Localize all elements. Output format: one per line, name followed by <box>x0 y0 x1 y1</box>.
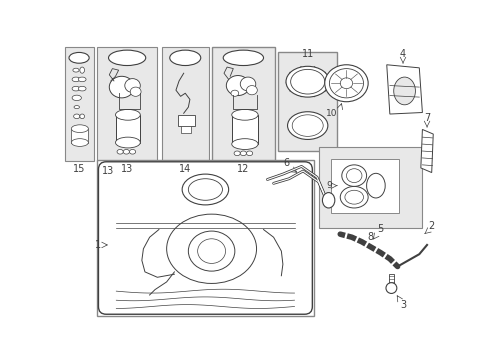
Ellipse shape <box>170 50 201 66</box>
Ellipse shape <box>325 65 368 102</box>
Ellipse shape <box>182 174 229 205</box>
Ellipse shape <box>386 283 397 293</box>
Text: 11: 11 <box>301 49 314 59</box>
Text: 3: 3 <box>401 300 407 310</box>
Text: 15: 15 <box>73 164 85 174</box>
Ellipse shape <box>72 125 88 132</box>
Bar <box>331 159 399 213</box>
Text: 13: 13 <box>101 166 114 176</box>
Bar <box>212 47 275 161</box>
Ellipse shape <box>108 50 146 66</box>
Ellipse shape <box>234 151 240 156</box>
Text: 5: 5 <box>377 224 384 234</box>
Ellipse shape <box>73 68 79 72</box>
Text: 9: 9 <box>327 181 333 190</box>
Bar <box>65 47 94 161</box>
Text: 1: 1 <box>96 240 101 250</box>
Ellipse shape <box>240 77 256 91</box>
Ellipse shape <box>72 86 80 91</box>
Ellipse shape <box>80 114 84 119</box>
Ellipse shape <box>367 173 385 198</box>
Bar <box>278 53 337 151</box>
Ellipse shape <box>231 90 239 96</box>
Ellipse shape <box>125 78 140 93</box>
Ellipse shape <box>232 109 258 120</box>
Text: 10: 10 <box>326 109 337 118</box>
Ellipse shape <box>226 76 249 95</box>
Ellipse shape <box>329 69 364 98</box>
Ellipse shape <box>74 114 80 119</box>
Text: 6: 6 <box>284 158 290 168</box>
Ellipse shape <box>188 179 222 200</box>
Ellipse shape <box>346 169 362 183</box>
Ellipse shape <box>292 115 323 136</box>
Ellipse shape <box>286 66 329 97</box>
Ellipse shape <box>223 50 264 66</box>
Ellipse shape <box>188 231 235 271</box>
Polygon shape <box>387 65 422 114</box>
Ellipse shape <box>78 86 86 91</box>
Ellipse shape <box>291 69 325 94</box>
Ellipse shape <box>167 214 257 283</box>
Ellipse shape <box>109 76 134 98</box>
Bar <box>177 115 195 126</box>
Ellipse shape <box>240 151 246 156</box>
FancyBboxPatch shape <box>98 162 312 314</box>
Bar <box>318 147 422 228</box>
Ellipse shape <box>342 165 367 186</box>
Ellipse shape <box>232 139 258 149</box>
Ellipse shape <box>69 53 89 63</box>
Ellipse shape <box>74 105 79 109</box>
Ellipse shape <box>116 109 140 120</box>
Ellipse shape <box>246 151 253 156</box>
Ellipse shape <box>288 112 328 139</box>
Ellipse shape <box>123 149 129 154</box>
Ellipse shape <box>78 77 86 82</box>
Ellipse shape <box>340 78 353 89</box>
Bar <box>181 126 192 133</box>
Text: 2: 2 <box>429 221 435 231</box>
Ellipse shape <box>117 149 123 154</box>
Text: 4: 4 <box>400 49 406 59</box>
Ellipse shape <box>394 77 416 105</box>
Ellipse shape <box>72 95 81 100</box>
Text: 12: 12 <box>237 164 249 174</box>
Ellipse shape <box>246 86 257 95</box>
Bar <box>232 115 258 144</box>
Text: 8: 8 <box>368 232 373 242</box>
Bar <box>97 160 314 316</box>
Ellipse shape <box>345 190 364 204</box>
Text: 14: 14 <box>179 164 192 174</box>
Bar <box>389 274 394 288</box>
Bar <box>72 129 88 143</box>
Bar <box>116 115 140 143</box>
Ellipse shape <box>322 193 335 208</box>
Text: 7: 7 <box>424 113 430 122</box>
Ellipse shape <box>129 149 136 154</box>
Polygon shape <box>421 130 433 172</box>
Ellipse shape <box>340 186 368 208</box>
Text: 13: 13 <box>121 164 133 174</box>
Ellipse shape <box>80 67 84 73</box>
Ellipse shape <box>72 139 88 147</box>
Ellipse shape <box>116 137 140 148</box>
Ellipse shape <box>130 87 141 96</box>
Bar <box>97 47 157 161</box>
Ellipse shape <box>197 239 225 264</box>
Ellipse shape <box>72 77 80 82</box>
Bar <box>162 47 209 161</box>
